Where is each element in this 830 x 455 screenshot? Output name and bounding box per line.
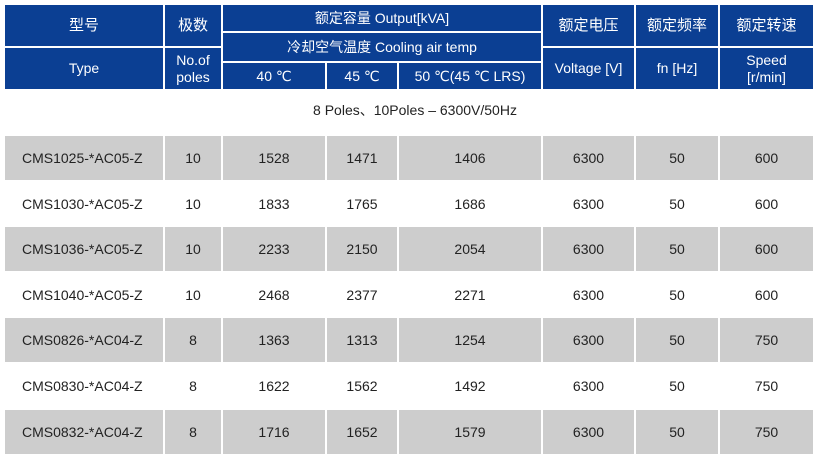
cell-output-50: 2054 — [399, 227, 541, 272]
cell-model: CMS0826-*AC04-Z — [5, 318, 163, 363]
cell-frequency: 50 — [669, 378, 685, 394]
cell-speed: 600 — [720, 136, 813, 180]
cell-frequency: 50 — [669, 195, 685, 212]
table-row: CMS1025-*AC05-Z 10 1528 1471 1406 6300 50 600 — [0, 136, 830, 180]
cell-voltage: 6300 — [543, 318, 634, 363]
cell-speed: 600 — [754, 286, 779, 303]
cell-output-40: 1833 — [258, 195, 290, 212]
cell-output-40: 1716 — [223, 409, 325, 454]
cell-poles: 8 — [165, 409, 221, 454]
cell-frequency: 50 — [636, 136, 718, 180]
cell-speed: 750 — [754, 378, 779, 394]
cell-output-50: 1406 — [399, 136, 541, 180]
cell-speed: 750 — [720, 318, 813, 363]
cell-voltage: 6300 — [572, 378, 605, 394]
table-row: CMS0830-*AC04-Z 8 1622 1562 1492 6300 50 750 — [0, 364, 830, 408]
cell-output-45: 1652 — [327, 409, 397, 454]
cell-frequency: 50 — [636, 227, 718, 272]
header-voltage-cn: 额定电压 — [543, 5, 634, 46]
cell-model: CMS1036-*AC05-Z — [5, 227, 163, 272]
cell-voltage: 6300 — [572, 286, 605, 303]
header-temp-50: 50 ℃(45 ℃ LRS) — [399, 63, 541, 89]
cell-frequency: 50 — [669, 286, 685, 303]
cell-output-45: 1765 — [346, 195, 378, 212]
cell-frequency: 50 — [636, 409, 718, 454]
header-voltage-en: Voltage [V] — [543, 48, 634, 89]
header-model-en: Type — [5, 48, 163, 89]
cell-output-45: 2377 — [346, 286, 378, 303]
table-caption: 8 Poles、10Poles – 6300V/50Hz — [313, 102, 517, 118]
cell-poles: 10 — [185, 195, 201, 212]
table-row: CMS0832-*AC04-Z 8 1716 1652 1579 6300 50 750 — [0, 409, 830, 454]
cell-frequency: 50 — [636, 318, 718, 363]
header-output: 额定容量 Output[kVA] — [223, 5, 541, 31]
cell-output-50: 2271 — [454, 286, 486, 303]
header-freq-en: fn [Hz] — [636, 48, 718, 89]
header-speed-en: Speed [r/min] — [720, 48, 813, 89]
cell-model: CMS1040-*AC05-Z — [22, 286, 143, 303]
cell-poles: 8 — [165, 318, 221, 363]
cell-poles: 10 — [165, 227, 221, 272]
cell-poles: 10 — [185, 286, 201, 303]
cell-output-50: 1492 — [454, 378, 486, 394]
cell-model: CMS1025-*AC05-Z — [5, 136, 163, 180]
header-temp-45: 45 ℃ — [327, 63, 397, 89]
cell-model: CMS0830-*AC04-Z — [22, 378, 143, 394]
cell-output-50: 1579 — [399, 409, 541, 454]
cell-output-40: 1528 — [223, 136, 325, 180]
cell-voltage: 6300 — [543, 409, 634, 454]
cell-output-50: 1686 — [454, 195, 486, 212]
table-row: CMS1040-*AC05-Z 10 2468 2377 2271 6300 50 600 — [0, 273, 830, 317]
header-speed-cn: 额定转速 — [720, 5, 813, 46]
header-poles-en: No.of poles — [165, 48, 221, 89]
cell-voltage: 6300 — [572, 195, 605, 212]
header-poles-cn: 极数 — [165, 5, 221, 46]
table-row: CMS1036-*AC05-Z 10 2233 2150 2054 6300 50 600 — [0, 227, 830, 272]
cell-model: CMS0832-*AC04-Z — [5, 409, 163, 454]
cell-output-45: 2150 — [327, 227, 397, 272]
cell-output-40: 1622 — [258, 378, 290, 394]
header-temp-40: 40 ℃ — [223, 63, 325, 89]
cell-output-40: 1363 — [223, 318, 325, 363]
header-model-cn: 型号 — [5, 5, 163, 46]
cell-poles: 10 — [165, 136, 221, 180]
cell-speed: 600 — [754, 195, 779, 212]
cell-output-50: 1254 — [399, 318, 541, 363]
cell-model: CMS1030-*AC05-Z — [22, 195, 143, 212]
cell-voltage: 6300 — [543, 227, 634, 272]
table-row: CMS0826-*AC04-Z 8 1363 1313 1254 6300 50 750 — [0, 318, 830, 363]
table-row: CMS1030-*AC05-Z 10 1833 1765 1686 6300 50 600 — [0, 182, 830, 226]
cell-output-45: 1562 — [346, 378, 378, 394]
header-freq-cn: 额定频率 — [636, 5, 718, 46]
cell-voltage: 6300 — [543, 136, 634, 180]
cell-output-45: 1313 — [327, 318, 397, 363]
cell-output-45: 1471 — [327, 136, 397, 180]
cell-output-40: 2233 — [223, 227, 325, 272]
cell-speed: 750 — [720, 409, 813, 454]
cell-poles: 8 — [189, 378, 197, 394]
cell-output-40: 2468 — [258, 286, 290, 303]
header-cooling: 冷却空气温度 Cooling air temp — [223, 33, 541, 61]
cell-speed: 600 — [720, 227, 813, 272]
